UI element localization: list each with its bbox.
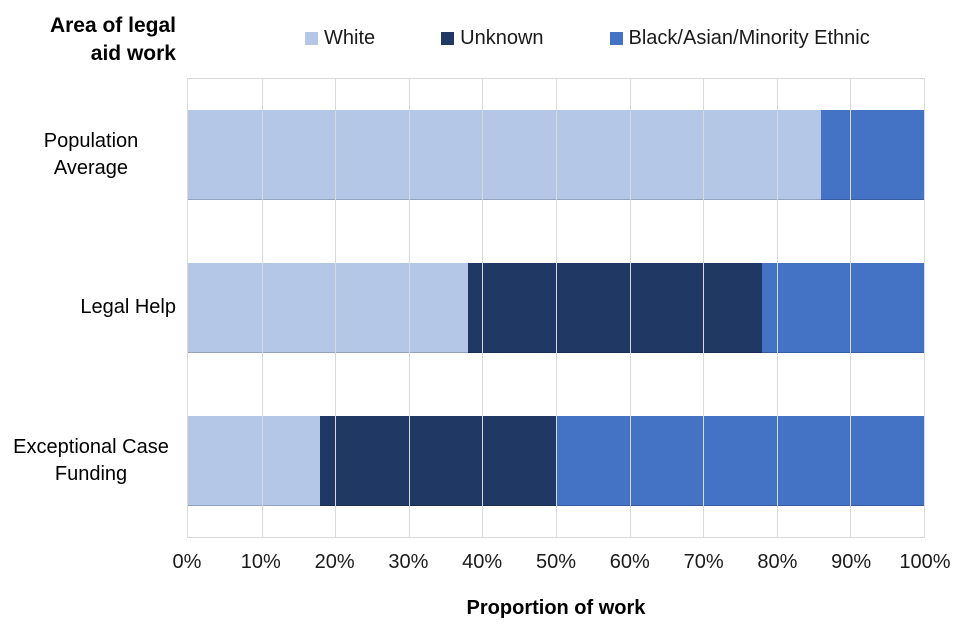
gridline bbox=[556, 79, 557, 537]
x-tick-label: 90% bbox=[831, 551, 872, 573]
x-axis-title: Proportion of work bbox=[466, 597, 646, 619]
bar-segment bbox=[188, 263, 468, 353]
gridline bbox=[776, 79, 778, 537]
x-tick-label: 40% bbox=[462, 551, 503, 573]
x-tick-label: 50% bbox=[535, 551, 577, 573]
bar-segment bbox=[820, 110, 924, 201]
bar-row bbox=[188, 384, 924, 537]
gridline bbox=[261, 79, 263, 537]
y-axis-title: Area of legal aid work bbox=[49, 14, 176, 65]
legend: White Unknown Black/Asian/Minority Ethni… bbox=[305, 27, 870, 50]
x-tick-label: 10% bbox=[240, 551, 281, 573]
bar-row bbox=[188, 79, 924, 232]
legend-item-unknown: Unknown bbox=[441, 27, 544, 50]
gridline bbox=[335, 79, 337, 537]
gridline bbox=[482, 79, 484, 537]
x-axis-tick-labels: 0% 10% 20% 30% 40% 50% 60% 70% 80% 90% 100% bbox=[173, 551, 951, 577]
stacked-bar bbox=[188, 110, 924, 201]
bar-segment bbox=[188, 415, 321, 506]
unknown-series-swatch-icon bbox=[441, 32, 455, 45]
x-tick-label: 100% bbox=[899, 551, 951, 573]
x-tick-label: 80% bbox=[757, 551, 798, 573]
x-tick-label: 0% bbox=[172, 551, 202, 573]
bar-segment bbox=[555, 415, 924, 506]
bar-rows bbox=[188, 79, 924, 537]
bar-segment bbox=[467, 263, 763, 353]
bar-row bbox=[188, 232, 924, 385]
category-axis-labels: Population Average Legal Help Exceptional … bbox=[0, 78, 176, 538]
bar-segment bbox=[762, 263, 924, 353]
x-tick-label: 70% bbox=[683, 551, 724, 573]
stacked-bar bbox=[188, 415, 924, 506]
bame-series-swatch-icon bbox=[609, 32, 623, 45]
white-series-swatch-icon bbox=[305, 32, 318, 45]
legend-item-bame: Black/Asian/Minority Ethnic bbox=[609, 27, 870, 50]
plot-area bbox=[187, 78, 925, 538]
gridline bbox=[850, 79, 852, 537]
legend-label-unknown: Unknown bbox=[460, 27, 544, 49]
legend-item-white: White bbox=[305, 27, 375, 50]
legend-label-bame: Black/Asian/Minority Ethnic bbox=[628, 27, 870, 49]
gridline bbox=[629, 79, 631, 537]
x-tick-label: 60% bbox=[609, 551, 650, 573]
gridline bbox=[408, 79, 410, 537]
category-label: Exceptional Case Funding bbox=[13, 436, 169, 486]
x-tick-label: 20% bbox=[314, 551, 355, 573]
gridline bbox=[703, 79, 705, 537]
category-label: Population Average bbox=[43, 129, 139, 179]
bar-segment bbox=[188, 110, 821, 201]
bar-segment bbox=[320, 415, 556, 506]
stacked-bar bbox=[188, 263, 924, 353]
x-tick-label: 30% bbox=[388, 551, 429, 573]
category-label: Legal Help bbox=[80, 296, 176, 319]
legend-label-white: White bbox=[324, 27, 376, 49]
